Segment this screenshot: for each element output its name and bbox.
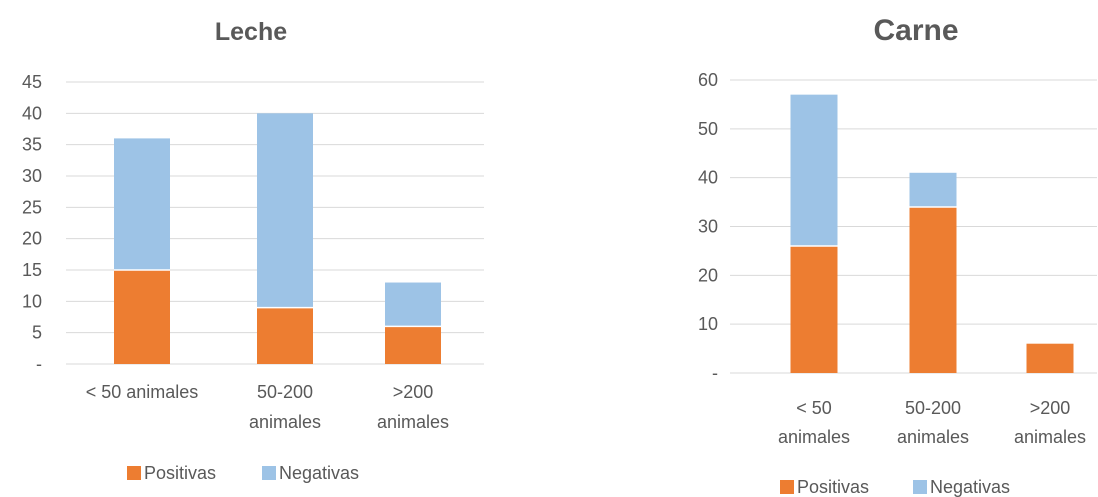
leche-chart: Leche - 5 10 15 20 25 30 35 40 45 < 50 animales 50-2… (22, 18, 484, 483)
x-category-label: animales (249, 412, 321, 432)
y-tick-label: - (36, 354, 42, 374)
x-category-label: animales (377, 412, 449, 432)
y-tick-label: 20 (698, 265, 718, 285)
y-tick-label: 45 (22, 72, 42, 92)
bar-negativas-1 (909, 172, 957, 207)
y-tick-label: - (712, 363, 718, 383)
x-category-label: >200 (393, 382, 434, 402)
chart-title: Carne (873, 14, 958, 47)
x-category-label: animales (897, 427, 969, 447)
y-tick-label: 50 (698, 119, 718, 139)
carne-chart: Carne - 10 20 30 40 50 60 < 50 animales 50-200 anim… (698, 14, 1097, 497)
y-tick-label: 25 (22, 197, 42, 217)
bar-negativas-1 (257, 113, 313, 308)
y-tick-label: 20 (22, 229, 42, 249)
legend-label-positivas: Positivas (797, 477, 869, 497)
bar-negativas-0 (790, 94, 838, 247)
y-tick-label: 5 (32, 323, 42, 343)
bar-positivas-0 (790, 246, 838, 373)
y-tick-label: 10 (22, 291, 42, 311)
chart-title: Leche (215, 18, 287, 46)
legend-swatch-negativas (913, 480, 927, 494)
x-category-label: 50-200 (905, 398, 961, 418)
legend-swatch-negativas (262, 466, 276, 480)
legend-label-negativas: Negativas (930, 477, 1010, 497)
bar-negativas-2 (385, 282, 441, 327)
x-category-label: animales (1014, 427, 1086, 447)
x-category-label: < 50 (796, 398, 832, 418)
y-tick-label: 60 (698, 70, 718, 90)
bar-negativas-0 (114, 138, 170, 270)
y-tick-label: 40 (22, 103, 42, 123)
legend-label-positivas: Positivas (144, 463, 216, 483)
legend-swatch-positivas (127, 466, 141, 480)
legend-label-negativas: Negativas (279, 463, 359, 483)
y-tick-label: 15 (22, 260, 42, 280)
y-tick-label: 35 (22, 135, 42, 155)
x-category-label: animales (778, 427, 850, 447)
x-category-label: >200 (1030, 398, 1071, 418)
x-category-label: 50-200 (257, 382, 313, 402)
y-tick-label: 30 (22, 166, 42, 186)
x-category-label: < 50 animales (86, 382, 199, 402)
bar-positivas-1 (909, 206, 957, 373)
y-tick-label: 10 (698, 314, 718, 334)
bar-positivas-2 (385, 326, 441, 364)
bar-positivas-2 (1026, 343, 1074, 373)
bar-positivas-0 (114, 270, 170, 364)
bar-positivas-1 (257, 307, 313, 364)
legend-swatch-positivas (780, 480, 794, 494)
y-tick-label: 30 (698, 217, 718, 237)
y-tick-label: 40 (698, 168, 718, 188)
